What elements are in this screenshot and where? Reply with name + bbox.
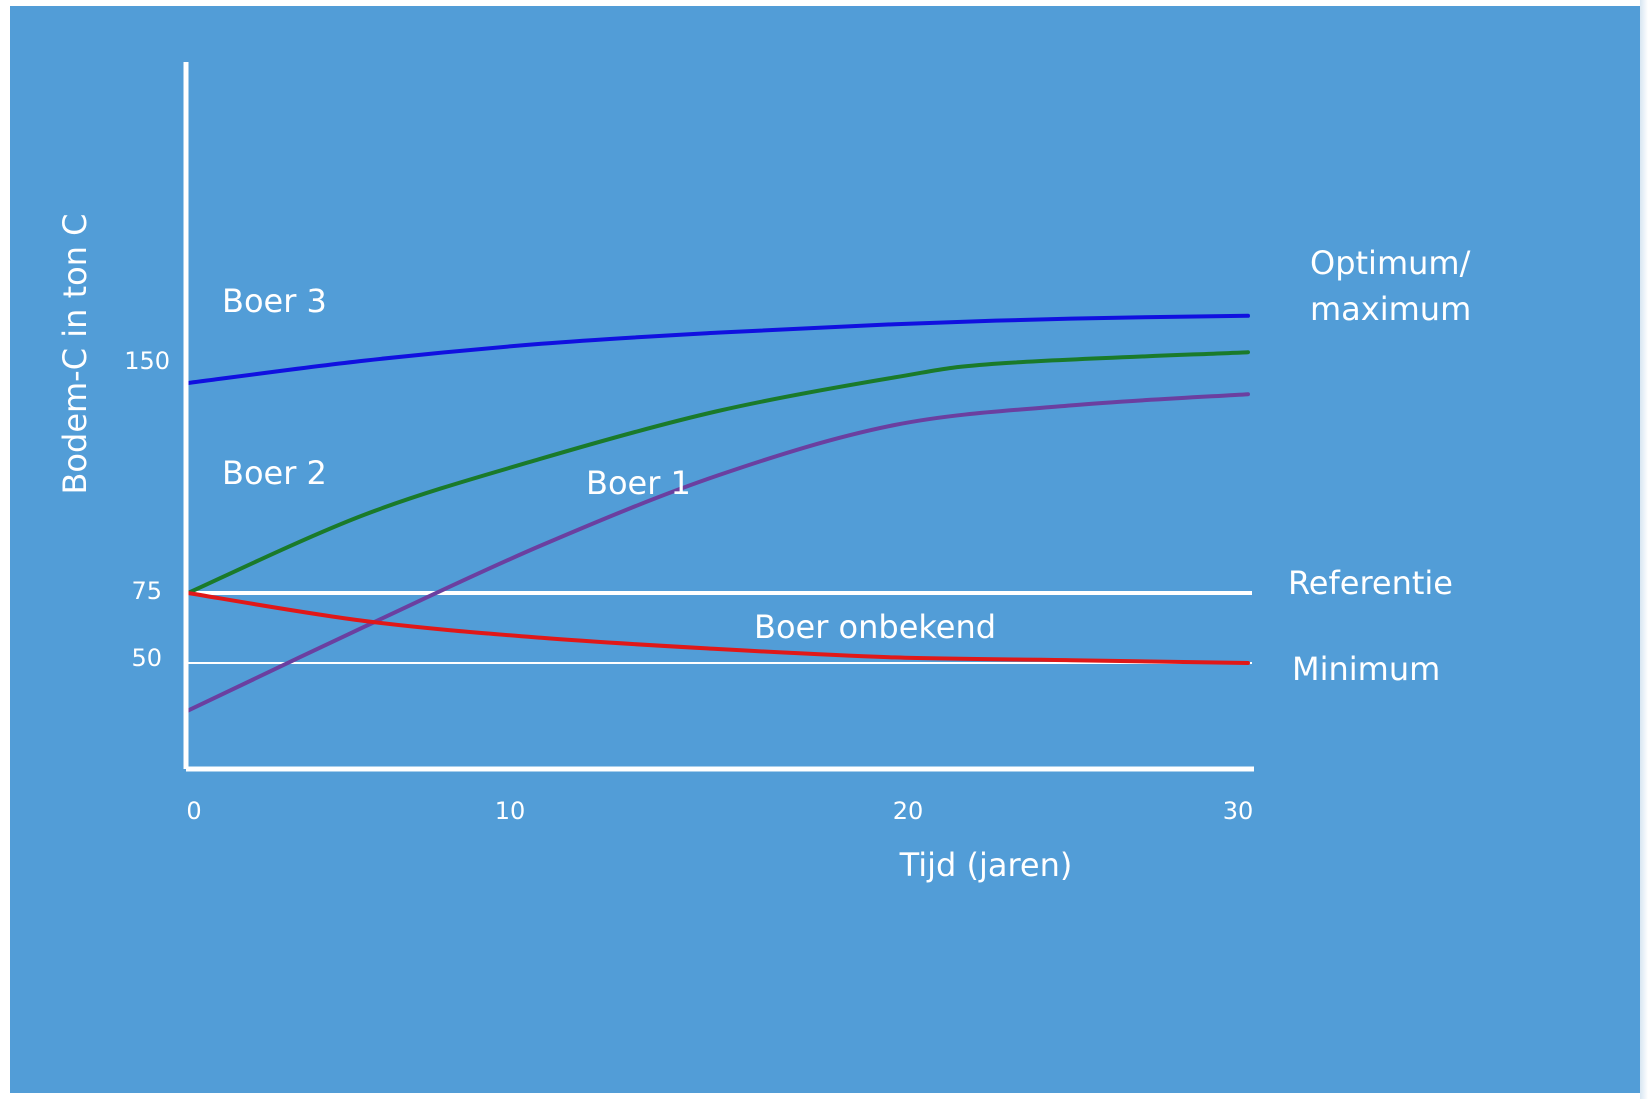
- series-group: [186, 313, 1250, 713]
- series-line-boer-1: [186, 392, 1250, 713]
- y-tick-label: 75: [131, 577, 162, 605]
- x-tick-label: 0: [186, 797, 201, 825]
- series-line-boer-2: [186, 350, 1250, 595]
- y-axis-title: Bodem-C in ton C: [56, 213, 94, 494]
- series-label-boer-3: Boer 3: [222, 282, 327, 320]
- series-label-boer-onbekend: Boer onbekend: [754, 608, 996, 646]
- bottom-strip: [0, 1093, 1648, 1099]
- x-axis-title: Tijd (jaren): [899, 846, 1073, 884]
- optimum-label-line1: Optimum/: [1310, 244, 1471, 282]
- series-line-boer-3: [186, 313, 1250, 385]
- series-label-boer-1: Boer 1: [586, 464, 691, 502]
- referentie-label: Referentie: [1288, 564, 1453, 602]
- x-tick-label: 10: [495, 797, 526, 825]
- series-label-boer-2: Boer 2: [222, 454, 327, 492]
- chart-slide: 150 75 50 0 10 20 30 Tijd (jaren) Bodem-…: [10, 6, 1648, 1099]
- x-tick-label: 30: [1223, 797, 1254, 825]
- optimum-label-line2: maximum: [1310, 290, 1471, 328]
- series-line-boer-onbekend: [186, 591, 1250, 665]
- minimum-label: Minimum: [1292, 650, 1440, 688]
- x-tick-label: 20: [893, 797, 924, 825]
- y-tick-label: 50: [131, 644, 162, 672]
- right-border: [1640, 0, 1648, 1099]
- line-chart: 150 75 50 0 10 20 30 Tijd (jaren) Bodem-…: [56, 62, 1471, 884]
- y-tick-label: 150: [124, 347, 170, 375]
